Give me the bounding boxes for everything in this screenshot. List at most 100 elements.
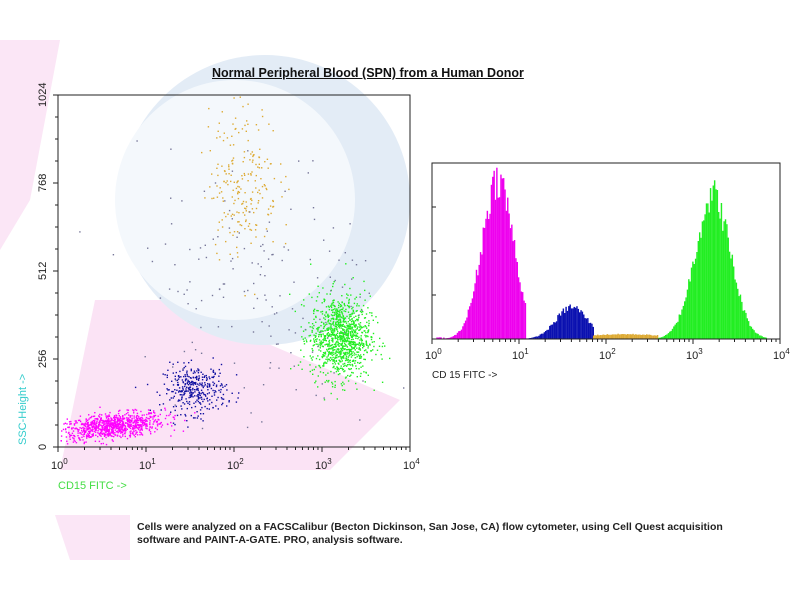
scatter-point xyxy=(60,435,63,437)
scatter-point xyxy=(349,327,351,329)
scatter-point xyxy=(104,433,107,436)
scatter-point xyxy=(355,334,358,336)
scatter-point xyxy=(244,207,246,209)
scatter-point xyxy=(111,421,113,424)
scatter-point xyxy=(263,184,266,186)
histogram-bar xyxy=(618,334,621,339)
scatter-point xyxy=(194,417,196,419)
scatter-point xyxy=(353,312,355,314)
scatter-point xyxy=(344,326,346,328)
scatter-point xyxy=(349,359,351,361)
histogram-bar xyxy=(482,227,484,339)
scatter-point xyxy=(351,317,353,320)
scatter-point xyxy=(110,435,112,437)
histogram-bar xyxy=(519,282,521,339)
scatter-point xyxy=(166,393,168,395)
scatter-point xyxy=(355,325,357,327)
scatter-point xyxy=(255,236,257,238)
histogram-bar xyxy=(591,323,593,339)
scatter-point xyxy=(230,174,232,176)
scatter-point xyxy=(324,329,326,332)
scatter-point xyxy=(79,420,82,423)
scatter-point xyxy=(350,315,352,317)
scatter-point xyxy=(330,334,332,336)
scatter-point xyxy=(96,420,98,423)
scatter-point xyxy=(333,299,335,301)
scatter-point xyxy=(79,427,81,429)
scatter-point xyxy=(323,365,325,367)
histogram-bar xyxy=(645,334,648,339)
scatter-point xyxy=(173,429,176,431)
scatter-point xyxy=(122,421,125,423)
scatter-point xyxy=(97,425,99,428)
scatter-point xyxy=(356,376,358,378)
scatter-point xyxy=(197,368,199,370)
scatter-point xyxy=(112,424,114,426)
scatter-point xyxy=(241,128,244,130)
scatter-point xyxy=(205,376,208,379)
scatter-point xyxy=(112,440,114,442)
scatter-point xyxy=(190,359,193,361)
scatter-point xyxy=(186,375,189,377)
scatter-point xyxy=(141,429,143,431)
scatter-point xyxy=(216,167,218,169)
scatter-point xyxy=(342,315,345,318)
scatter-point xyxy=(341,301,343,304)
scatter-point xyxy=(320,343,323,345)
scatter-point xyxy=(347,361,349,363)
scatter-point xyxy=(340,383,343,385)
scatter-point xyxy=(317,285,319,287)
scatter-point xyxy=(156,428,158,431)
scatter-point xyxy=(187,402,189,404)
scatter-point xyxy=(188,396,190,399)
scatter-point xyxy=(84,424,86,426)
scatter-point xyxy=(331,317,334,320)
scatter-point xyxy=(69,434,71,437)
scatter-point xyxy=(221,403,223,406)
scatter-point xyxy=(272,130,274,132)
scatter-point xyxy=(367,331,369,334)
scatter-point xyxy=(347,343,350,345)
scatter-point xyxy=(135,432,138,434)
scatter-point xyxy=(200,299,203,302)
histogram-bar xyxy=(626,334,629,339)
scatter-point xyxy=(312,356,314,358)
scatter-point xyxy=(224,385,226,387)
scatter-point xyxy=(313,341,316,343)
scatter-point xyxy=(204,375,206,377)
scatter-point xyxy=(353,334,356,337)
scatter-point xyxy=(329,323,331,325)
scatter-point xyxy=(371,312,373,314)
histogram-bar xyxy=(697,241,700,339)
scatter-point xyxy=(184,385,186,388)
scatter-point xyxy=(344,305,346,307)
scatter-point xyxy=(343,317,345,319)
scatter-point xyxy=(349,223,351,225)
scatter-point xyxy=(342,341,344,343)
scatter-point xyxy=(336,329,338,331)
scatter-point xyxy=(353,347,355,350)
scatter-point xyxy=(340,351,342,353)
scatter-point xyxy=(191,392,194,394)
scatter-point xyxy=(177,375,180,377)
histogram-bar xyxy=(701,221,704,339)
scatter-point xyxy=(330,392,332,395)
scatter-point xyxy=(206,378,208,380)
histogram-bar xyxy=(486,210,489,339)
scatter-point xyxy=(322,330,324,332)
scatter-point xyxy=(340,316,342,318)
scatter-point xyxy=(107,417,110,420)
scatter-point xyxy=(77,432,79,434)
scatter-point xyxy=(184,365,187,368)
scatter-point xyxy=(349,375,351,377)
histogram-bar xyxy=(559,315,562,339)
scatter-point xyxy=(136,415,138,417)
scatter-point xyxy=(232,144,235,146)
histogram-bar xyxy=(681,309,683,339)
scatter-point xyxy=(376,349,379,351)
scatter-point xyxy=(355,382,357,385)
scatter-point xyxy=(220,191,223,193)
scatter-point xyxy=(191,406,193,409)
scatter-point xyxy=(361,309,363,312)
histogram-bar xyxy=(587,318,589,339)
